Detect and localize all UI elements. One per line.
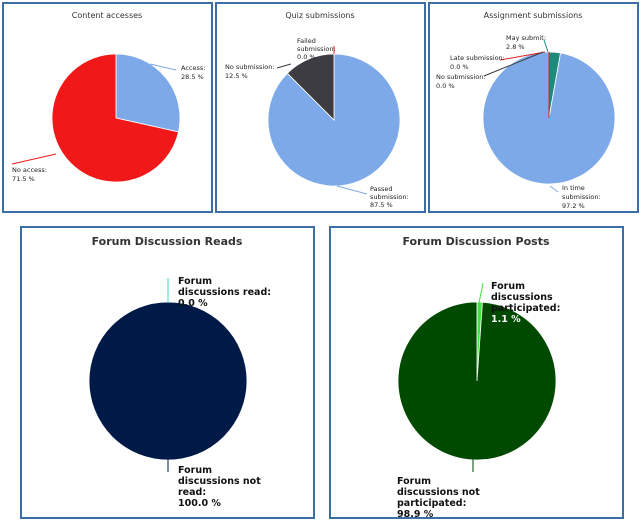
slice-label-in-time-2: submission:	[562, 193, 601, 201]
chart-title: Content accesses	[72, 11, 142, 20]
slice-value-read: 0.0 %	[178, 298, 208, 309]
slice-label-not-participated-3: participated:	[397, 498, 466, 509]
slice-label-no-submission: No submission:	[225, 63, 275, 71]
slice-label-not-read-3: read:	[178, 487, 206, 498]
slice-value-no-access: 71.5 %	[12, 175, 35, 183]
slice-label-not-participated-1: Forum	[397, 476, 431, 487]
slice-label-no-access: No access:	[12, 166, 47, 174]
pie-chart-quiz-submissions: Quiz submissions Failed submission: 0.0 …	[225, 11, 409, 209]
slice-label-not-participated-2: discussions not	[397, 487, 480, 498]
slice-value-no-submission: 12.5 %	[225, 72, 248, 80]
slice-label-read-2: discussions read:	[178, 287, 271, 298]
slice-label-participated-3: participated:	[491, 303, 560, 314]
slice-label-passed-2: submission:	[370, 193, 409, 201]
slice-label-in-time-1: In time	[562, 184, 585, 192]
slice-label-no-submission: No submission:	[436, 73, 486, 81]
chart-panel-forum-reads: Forum Discussion Reads Forum discussions…	[20, 226, 315, 519]
slice-value-not-participated: 98.9 %	[397, 509, 434, 517]
slice-label-passed-1: Passed	[370, 185, 393, 193]
pie-slice-4-0	[397, 301, 557, 461]
slice-label-may-submit: May submit:	[506, 34, 546, 42]
pie-chart-content-accesses: Content accesses Access: 28.5 % No acces…	[11, 11, 205, 183]
slice-label-read-1: Forum	[178, 276, 212, 287]
slice-label-participated-1: Forum	[491, 281, 525, 292]
pie-chart-assignment-submissions: Assignment submissions May submit: 2.8 %…	[436, 11, 616, 210]
pie-slice-1-1	[286, 53, 335, 121]
slice-value-access: 28.5 %	[181, 73, 204, 81]
pie-slice-0-1	[51, 53, 179, 183]
slice-value-late-submission: 0.0 %	[450, 63, 469, 71]
chart-title: Forum Discussion Posts	[402, 235, 549, 248]
slice-label-not-read-2: discussions not	[178, 476, 261, 487]
slice-label-failed-1: Failed	[297, 37, 316, 45]
slice-label-late-submission: Late submission:	[450, 54, 505, 62]
slice-label-participated-2: discussions	[491, 292, 553, 303]
chart-panel-content-accesses: Content accesses Access: 28.5 % No acces…	[2, 2, 213, 213]
slice-value-passed: 87.5 %	[370, 201, 393, 209]
pie-chart-forum-posts: Forum Discussion Posts Forum discussions…	[397, 235, 560, 517]
slice-value-may-submit: 2.8 %	[506, 43, 525, 51]
chart-panel-forum-posts: Forum Discussion Posts Forum discussions…	[329, 226, 624, 519]
slice-value-not-read: 100.0 %	[178, 498, 221, 509]
chart-title: Quiz submissions	[285, 11, 354, 20]
pie-slice-0-0	[115, 53, 181, 133]
slice-label-failed-2: submission:	[297, 45, 336, 53]
slice-value-no-submission: 0.0 %	[436, 82, 455, 90]
slice-value-in-time: 97.2 %	[562, 202, 585, 210]
pie-slice-3-0	[88, 301, 248, 461]
pie-chart-forum-reads: Forum Discussion Reads Forum discussions…	[88, 235, 271, 509]
chart-panel-assignment-submissions: Assignment submissions May submit: 2.8 %…	[428, 2, 639, 213]
chart-title: Assignment submissions	[484, 11, 583, 20]
slice-value-participated: 1.1 %	[491, 314, 521, 325]
chart-title: Forum Discussion Reads	[92, 235, 243, 248]
slice-value-failed: 0.0 %	[297, 53, 316, 61]
chart-panel-quiz-submissions: Quiz submissions Failed submission: 0.0 …	[215, 2, 426, 213]
slice-label-not-read-1: Forum	[178, 465, 212, 476]
slice-label-access: Access:	[181, 64, 205, 72]
